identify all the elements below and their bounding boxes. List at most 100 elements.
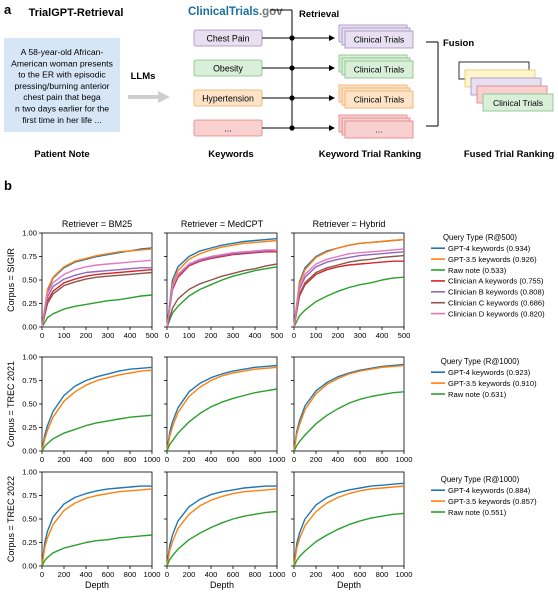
- plot-frame: [293, 356, 405, 452]
- x-tick-label: 1000: [396, 455, 413, 464]
- series-line-clinD: [166, 249, 277, 328]
- recall-chart-grid: 0 100 200 300 400 500 0.00 0.25 0.50 0.75 1.00 Retr…: [6, 219, 412, 590]
- series-line-gpt35: [41, 248, 153, 328]
- x-tick-label: 600: [354, 570, 367, 579]
- trial-stack: Clinical Trials: [338, 24, 414, 49]
- series-line-clinB: [41, 267, 152, 328]
- recall-chart: 0 200 400 600 800 1000 Depth: [164, 471, 285, 590]
- patient-note-line: A 58-year-old African-: [21, 47, 104, 57]
- series-line-gpt4: [166, 485, 277, 567]
- x-tick-label: 1000: [269, 455, 286, 464]
- x-tick-label: 400: [205, 570, 218, 579]
- clinicaltrials-gov-logo: ClinicalTrials.gov: [188, 6, 283, 18]
- trial-stack-label: Clinical Trials: [354, 35, 405, 45]
- x-tick-label: 500: [271, 331, 284, 340]
- row-label: Corpus = SIGIR: [6, 248, 16, 312]
- x-tick-label: 200: [332, 331, 345, 340]
- x-axis-label: Depth: [210, 580, 234, 590]
- label-keywords: Keywords: [208, 149, 253, 160]
- x-tick-label: 400: [249, 331, 262, 340]
- series-line-gpt4: [166, 237, 278, 328]
- series-line-raw: [293, 512, 405, 567]
- label-patient-note: Patient Note: [34, 149, 89, 160]
- patient-note-line: first time in her life ...: [22, 115, 101, 125]
- series-line-clinA: [293, 260, 404, 328]
- x-tick-label: 200: [183, 455, 196, 464]
- trial-stack-label: ...: [375, 125, 382, 135]
- panel-a-workflow: a TrialGPT-Retrieval A 58-year-old Afric…: [4, 2, 554, 160]
- row-label: Corpus = TREC 2022: [6, 476, 16, 562]
- series-line-raw: [41, 534, 153, 567]
- trial-card: [344, 30, 414, 49]
- legend-entry-label: GPT-3.5 keywords (0.857): [448, 497, 537, 506]
- retrieval-label: Retrieval: [299, 9, 339, 20]
- legend-entry-label: Clinician C keywords (0.686): [448, 299, 545, 308]
- legend: Query Type (R@500) GPT-4 keywords (0.934)…: [431, 233, 545, 318]
- x-tick-label: 0: [165, 331, 169, 340]
- x-tick-label: 600: [227, 455, 240, 464]
- x-tick-label: 200: [205, 331, 218, 340]
- x-tick-label: 800: [249, 570, 262, 579]
- y-tick-label: 0.00: [22, 447, 37, 456]
- patient-note-line: n two days earlier for the: [15, 104, 109, 114]
- x-tick-label: 600: [102, 570, 115, 579]
- recall-chart: 0 100 200 300 400 500 Retriever = Hybrid: [291, 219, 410, 340]
- x-tick-label: 600: [354, 455, 367, 464]
- fusion-bracket: [426, 41, 439, 127]
- series-line-raw: [166, 510, 278, 567]
- y-tick-label: 0.50: [22, 276, 37, 285]
- series-line-gpt4: [293, 482, 405, 567]
- x-tick-label: 0: [292, 570, 296, 579]
- y-tick-label: 0.50: [22, 400, 37, 409]
- x-tick-label: 200: [80, 331, 93, 340]
- panel-b-label: b: [4, 178, 12, 193]
- legend-entry-label: GPT-4 keywords (0.923): [448, 368, 531, 377]
- legend-entry-label: Clinician D keywords (0.820): [448, 309, 545, 318]
- panel-a-title: TrialGPT-Retrieval: [29, 7, 124, 19]
- arrow-head: [329, 65, 335, 71]
- keyword-box: Chest Pain: [193, 29, 335, 47]
- patient-note-box: [4, 38, 120, 132]
- keyword-trial-stacks: Clinical Trials Clinical Trials Clinical T…: [338, 24, 414, 139]
- panel-b-recall-curves: b 0 100 200 300 400 500 0.00 0.25 0.50 0.75 1.00 Re…: [4, 178, 545, 590]
- trial-stack-label: Clinical Trials: [354, 95, 405, 105]
- x-tick-label: 400: [80, 455, 93, 464]
- legend-entry-label: GPT-4 keywords (0.884): [448, 486, 531, 495]
- x-tick-label: 800: [124, 455, 137, 464]
- series-line-gpt35: [166, 239, 278, 328]
- patient-note-line: American woman presents: [11, 58, 113, 68]
- x-tick-label: 100: [58, 331, 71, 340]
- arrow-head: [329, 35, 335, 41]
- series-line-clinC: [41, 271, 153, 328]
- label-fused-trial-ranking: Fused Trial Ranking: [464, 149, 554, 160]
- column-title: Retriever = MedCPT: [181, 219, 264, 229]
- keyword-box: Hypertension: [193, 89, 335, 107]
- x-tick-label: 200: [183, 570, 196, 579]
- x-tick-label: 0: [40, 570, 44, 579]
- trial-stack-label: Clinical Trials: [354, 65, 405, 75]
- keyword-label: Hypertension: [202, 94, 254, 104]
- keyword-label: ...: [224, 124, 231, 134]
- series-line-raw: [41, 414, 153, 452]
- series-line-gpt35: [293, 364, 405, 452]
- x-tick-label: 300: [102, 331, 115, 340]
- x-tick-label: 0: [292, 331, 296, 340]
- recall-chart: 0 200 400 600 800 1000 0.00 0.25 0.50 0.75 1.00 Cor…: [6, 353, 160, 464]
- x-tick-label: 800: [376, 455, 389, 464]
- x-tick-label: 400: [332, 455, 345, 464]
- patient-note-text: A 58-year-old African-American woman pre…: [11, 47, 113, 125]
- x-tick-label: 100: [183, 331, 196, 340]
- series-line-gpt35: [41, 369, 153, 452]
- row-label: Corpus = TREC 2021: [6, 361, 16, 447]
- legend-entry-label: GPT-3.5 keywords (0.910): [448, 379, 537, 388]
- panel-a-label: a: [4, 2, 12, 17]
- legend: Query Type (R@1000) GPT-4 keywords (0.923…: [431, 357, 537, 399]
- y-tick-label: 0.75: [22, 252, 37, 261]
- column-title: Retriever = BM25: [62, 219, 132, 229]
- keyword-boxes: Chest Pain Obesity Hypertension...: [193, 29, 335, 137]
- x-tick-label: 400: [80, 570, 93, 579]
- x-tick-label: 300: [227, 331, 240, 340]
- label-keyword-trial-ranking: Keyword Trial Ranking: [319, 149, 422, 160]
- x-tick-label: 400: [124, 331, 137, 340]
